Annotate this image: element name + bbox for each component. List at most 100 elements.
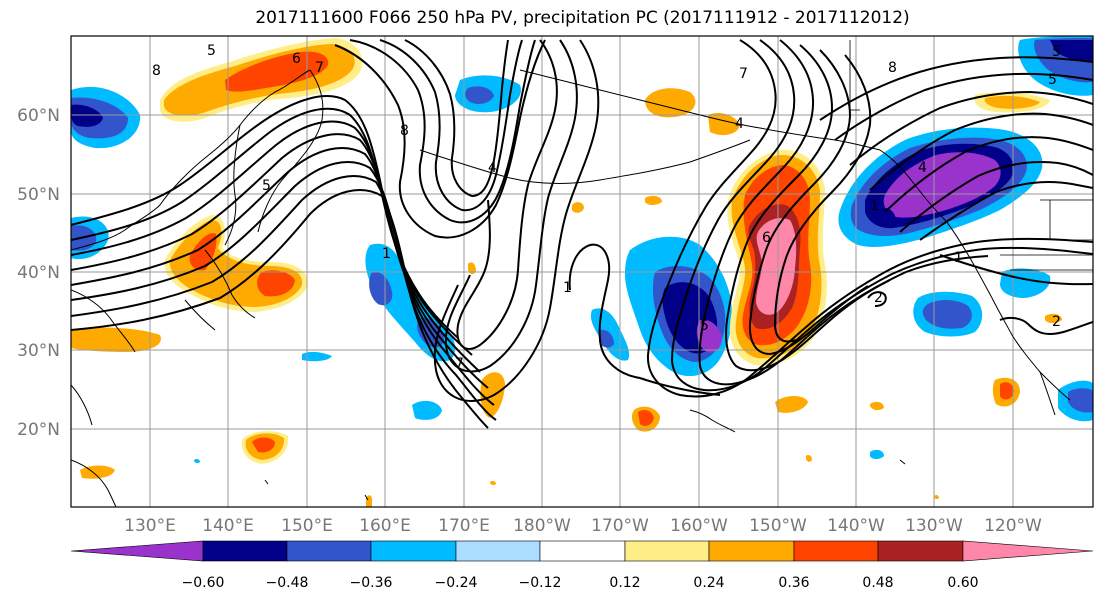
colorbar-tick-label: −0.12 xyxy=(519,575,562,591)
neg-region xyxy=(599,329,614,348)
colorbar-tick-label: −0.60 xyxy=(182,575,225,591)
neg-region xyxy=(71,104,103,127)
pv-contour xyxy=(404,39,509,198)
coastline-alaska xyxy=(519,69,881,151)
pos-region xyxy=(984,95,1040,109)
coastline-aleutians xyxy=(419,139,751,184)
pv-contour xyxy=(869,112,1093,191)
pv-contour xyxy=(379,39,523,212)
coastline-na-west xyxy=(879,149,1071,401)
pv-contour xyxy=(939,254,1093,286)
contour-label: 6 xyxy=(292,51,301,67)
lon-label: 170°E xyxy=(438,516,490,536)
contour-label: 7 xyxy=(455,356,464,372)
pv-contour xyxy=(867,291,887,307)
neg-region xyxy=(194,458,200,464)
colorbar-tick-label: 0.12 xyxy=(609,575,640,591)
coastline-china xyxy=(71,289,136,507)
pos-region xyxy=(638,410,654,426)
contour-label: 7 xyxy=(739,66,748,82)
pos-region xyxy=(572,202,584,213)
pv-contour xyxy=(670,39,1093,392)
coastline-islands xyxy=(264,459,906,501)
pos-region xyxy=(806,455,812,462)
neg-region xyxy=(1050,40,1093,63)
pos-region xyxy=(645,195,662,205)
lat-label: 50°N xyxy=(17,185,60,205)
contour-labels: 5 6 7 8 8 4 1 5 7 1 5 4 6 1 8 4 2 7 5 5 … xyxy=(152,38,1061,372)
contour-label: 1 xyxy=(870,198,879,214)
lon-label: 130°W xyxy=(905,516,963,536)
lon-label: 150°W xyxy=(749,516,807,536)
pv-contour xyxy=(899,161,1093,233)
colorbar-swatch xyxy=(286,540,372,562)
neg-region xyxy=(465,86,494,104)
coastline-baja xyxy=(1039,371,1056,416)
lon-label: 160°W xyxy=(670,516,728,536)
pv-contour xyxy=(884,136,1093,213)
pos-region xyxy=(252,437,275,453)
lat-label: 20°N xyxy=(17,420,60,440)
pv-contour xyxy=(71,133,481,373)
positive-anomaly-shading xyxy=(71,38,1062,507)
colorbar-tick-label: −0.48 xyxy=(266,575,309,591)
lon-label: 180°W xyxy=(513,516,571,536)
pv-contour xyxy=(646,39,1093,398)
latitude-labels: 60°N 50°N 40°N 30°N 20°N xyxy=(17,106,60,440)
colorbar-swatch xyxy=(70,540,204,562)
lon-label: 150°E xyxy=(281,516,333,536)
pos-region xyxy=(645,88,696,118)
pos-region xyxy=(756,218,797,315)
pv-contours xyxy=(71,39,1093,429)
contour-label: 4 xyxy=(488,160,497,176)
colorbar-swatch xyxy=(624,540,710,562)
neg-region xyxy=(922,300,972,329)
coastline-kamchatka xyxy=(257,69,324,233)
contour-label: 7 xyxy=(315,60,324,76)
pos-region xyxy=(1045,313,1062,323)
colorbar-swatch xyxy=(793,540,879,562)
pv-contour xyxy=(919,181,1093,241)
lat-label: 40°N xyxy=(17,263,60,283)
lon-label: 170°W xyxy=(591,516,649,536)
pv-contour xyxy=(639,377,721,396)
longitude-labels: 130°E 140°E 150°E 160°E 170°E 180°W 170°… xyxy=(124,516,1042,536)
colorbar-tick-label: 0.36 xyxy=(778,575,809,591)
colorbar-swatch xyxy=(202,540,288,562)
lon-label: 140°E xyxy=(202,516,254,536)
pos-region xyxy=(468,262,476,275)
contour-label: 5 xyxy=(1052,44,1061,60)
pos-region xyxy=(934,494,939,500)
pv-contour xyxy=(334,39,546,239)
colorbar-swatch xyxy=(370,540,457,562)
colorbar-tick-label: −0.24 xyxy=(435,575,478,591)
contour-label: 5 xyxy=(700,318,709,334)
neg-region xyxy=(883,152,1001,218)
neg-region xyxy=(1068,388,1093,413)
contour-label: 5 xyxy=(207,43,216,59)
colorbar-tick-label: 0.24 xyxy=(693,575,724,591)
pv-contour xyxy=(71,189,489,429)
colorbar-tick-label: 0.48 xyxy=(862,575,893,591)
contour-label: 2 xyxy=(1052,314,1061,330)
pv-contour xyxy=(71,175,497,421)
lat-label: 30°N xyxy=(17,341,60,361)
pv-contour xyxy=(433,39,600,403)
map-frame xyxy=(70,35,1094,508)
pos-region xyxy=(775,396,808,413)
pos-region xyxy=(1000,382,1014,400)
pv-contour xyxy=(456,39,558,350)
lat-label: 60°N xyxy=(17,106,60,126)
colorbar-tick-label: 0.60 xyxy=(947,575,978,591)
colorbar-swatch xyxy=(539,540,626,562)
contour-label: 5 xyxy=(1048,72,1057,88)
pos-region xyxy=(257,270,295,297)
map-panel: 5 6 7 8 8 4 1 5 7 1 5 4 6 1 8 4 2 7 5 5 … xyxy=(70,35,1094,508)
neg-region xyxy=(369,271,393,306)
pv-contour xyxy=(71,147,489,389)
map-title: 2017111600 F066 250 hPa PV, precipitatio… xyxy=(255,8,910,28)
contour-label: 5 xyxy=(262,178,271,194)
pv-contour xyxy=(849,90,1093,166)
lon-label: 130°E xyxy=(124,516,176,536)
